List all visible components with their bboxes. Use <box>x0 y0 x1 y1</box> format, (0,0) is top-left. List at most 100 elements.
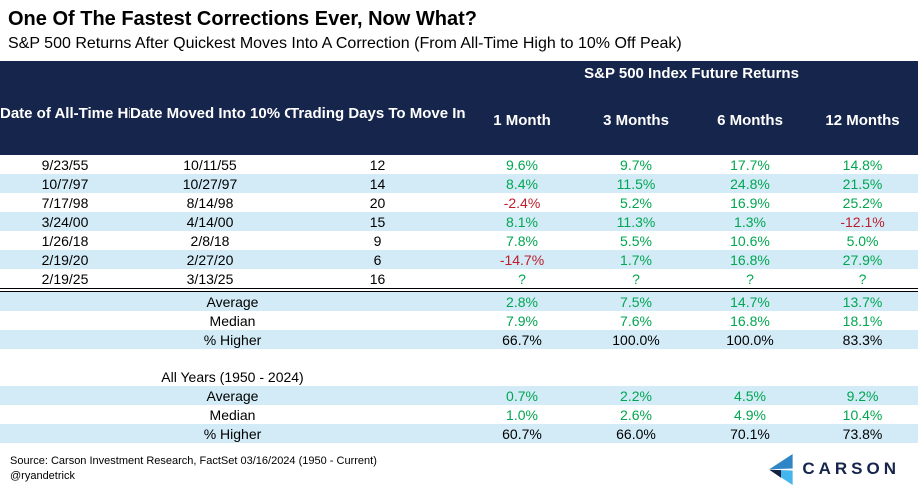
date-cell: 12 <box>290 155 465 174</box>
footer: Source: Carson Investment Research, Fact… <box>0 447 918 491</box>
date-cell: 2/19/20 <box>0 250 130 269</box>
summary-value-cell: 2.2% <box>579 386 693 405</box>
summary-value-cell: 18.1% <box>807 311 918 330</box>
return-cell: -2.4% <box>465 193 579 212</box>
date-cell: 20 <box>290 193 465 212</box>
return-cell: -14.7% <box>465 250 579 269</box>
summary-value-cell: 70.1% <box>693 424 807 443</box>
summary-label-cell: Average <box>0 386 465 405</box>
carson-chevron-icon <box>769 453 793 485</box>
date-cell: 7/17/98 <box>0 193 130 212</box>
return-cell: 8.1% <box>465 212 579 231</box>
summary-value-cell: 7.6% <box>579 311 693 330</box>
table-row: 3/24/00 4/14/00 15 8.1% 11.3% 1.3% -12.1% <box>0 212 918 231</box>
summary-label-cell: % Higher <box>0 330 465 349</box>
return-cell: ? <box>807 269 918 292</box>
summary-value-cell: 4.5% <box>693 386 807 405</box>
return-cell: 25.2% <box>807 193 918 212</box>
summary-value-cell: 66.7% <box>465 330 579 349</box>
summary-value-cell: 13.7% <box>807 290 918 311</box>
return-cell: 9.6% <box>465 155 579 174</box>
date-cell: 10/7/97 <box>0 174 130 193</box>
col-header-3-months: 3 Months <box>579 87 693 155</box>
return-cell: 5.0% <box>807 231 918 250</box>
summary-label-cell: Median <box>0 405 465 424</box>
summary-label-cell: Average <box>0 290 465 311</box>
return-cell: 5.5% <box>579 231 693 250</box>
return-cell: 27.9% <box>807 250 918 269</box>
col-header-12-months: 12 Months <box>807 87 918 155</box>
return-cell: 17.7% <box>693 155 807 174</box>
col-header-1-month: 1 Month <box>465 87 579 155</box>
table-row: 1/26/18 2/8/18 9 7.8% 5.5% 10.6% 5.0% <box>0 231 918 250</box>
social-handle: @ryandetrick <box>10 470 75 482</box>
date-cell: 16 <box>290 269 465 292</box>
return-cell: 11.3% <box>579 212 693 231</box>
date-cell: 4/14/00 <box>130 212 290 231</box>
summary-label-cell: Median <box>0 311 465 330</box>
return-cell: 16.8% <box>693 250 807 269</box>
group-header-row: Date of All-Time High Date Moved Into 10… <box>0 61 918 155</box>
summary-row: % Higher 66.7% 100.0% 100.0% 83.3% <box>0 330 918 349</box>
return-cell: 24.8% <box>693 174 807 193</box>
table-row: 7/17/98 8/14/98 20 -2.4% 5.2% 16.9% 25.2% <box>0 193 918 212</box>
summary-value-cell: 66.0% <box>579 424 693 443</box>
summary-value-cell: 0.7% <box>465 386 579 405</box>
source-text: Source: Carson Investment Research, Fact… <box>10 455 377 467</box>
table-body: 9/23/55 10/11/55 12 9.6% 9.7% 17.7% 14.8% 10/7/… <box>0 155 918 443</box>
date-cell: 6 <box>290 250 465 269</box>
carson-logo: CARSON <box>769 453 900 485</box>
table-row: 2/19/25 3/13/25 16???? <box>0 269 918 292</box>
source-block: Source: Carson Investment Research, Fact… <box>10 454 377 484</box>
return-cell: ? <box>693 269 807 292</box>
page-subtitle: S&P 500 Returns After Quickest Moves Int… <box>8 35 682 52</box>
col-header-trading-days: Trading Days To Move Into 10% Correction <box>290 61 465 155</box>
table-row: 2/19/20 2/27/20 6 -14.7% 1.7% 16.8% 27.9% <box>0 250 918 269</box>
summary-value-cell: 2.6% <box>579 405 693 424</box>
summary-label-cell: % Higher <box>0 424 465 443</box>
summary-value-cell: 7.9% <box>465 311 579 330</box>
date-cell: 3/13/25 <box>130 269 290 292</box>
return-cell: 8.4% <box>465 174 579 193</box>
date-cell: 9/23/55 <box>0 155 130 174</box>
table-row: 10/7/97 10/27/97 14 8.4% 11.5% 24.8% 21.5% <box>0 174 918 193</box>
month-header-row: 1 Month 3 Months 6 Months 12 Months <box>0 87 918 155</box>
return-cell: 1.7% <box>579 250 693 269</box>
summary-row: Median 7.9% 7.6% 16.8% 18.1% <box>0 311 918 330</box>
empty-cell <box>807 367 918 386</box>
all-years-label-row: All Years (1950 - 2024) <box>0 367 918 386</box>
date-cell: 2/27/20 <box>130 250 290 269</box>
return-cell: 11.5% <box>579 174 693 193</box>
date-cell: 3/24/00 <box>0 212 130 231</box>
summary-value-cell: 83.3% <box>807 330 918 349</box>
summary-value-cell: 9.2% <box>807 386 918 405</box>
summary-value-cell: 4.9% <box>693 405 807 424</box>
date-cell: 1/26/18 <box>0 231 130 250</box>
carson-logo-text: CARSON <box>802 459 900 478</box>
return-cell: 16.9% <box>693 193 807 212</box>
summary-row: % Higher 60.7% 66.0% 70.1% 73.8% <box>0 424 918 443</box>
date-cell: 15 <box>290 212 465 231</box>
page-title: One Of The Fastest Corrections Ever, Now… <box>8 8 477 30</box>
empty-cell <box>579 367 693 386</box>
return-cell: 5.2% <box>579 193 693 212</box>
return-cell: 7.8% <box>465 231 579 250</box>
date-cell: 8/14/98 <box>130 193 290 212</box>
date-cell: 10/11/55 <box>130 155 290 174</box>
summary-value-cell: 100.0% <box>579 330 693 349</box>
return-cell: ? <box>579 269 693 292</box>
return-cell: 14.8% <box>807 155 918 174</box>
empty-cell <box>465 367 579 386</box>
all-years-label-cell: All Years (1950 - 2024) <box>0 367 465 386</box>
return-cell: 10.6% <box>693 231 807 250</box>
date-cell: 2/8/18 <box>130 231 290 250</box>
empty-cell <box>693 367 807 386</box>
summary-row: Average 0.7% 2.2% 4.5% 9.2% <box>0 386 918 405</box>
return-cell: 9.7% <box>579 155 693 174</box>
return-cell: ? <box>465 269 579 292</box>
summary-value-cell: 100.0% <box>693 330 807 349</box>
col-header-correction-date: Date Moved Into 10% Correction <box>130 61 290 155</box>
summary-value-cell: 73.8% <box>807 424 918 443</box>
date-cell: 14 <box>290 174 465 193</box>
returns-table: Date of All-Time High Date Moved Into 10… <box>0 61 918 443</box>
